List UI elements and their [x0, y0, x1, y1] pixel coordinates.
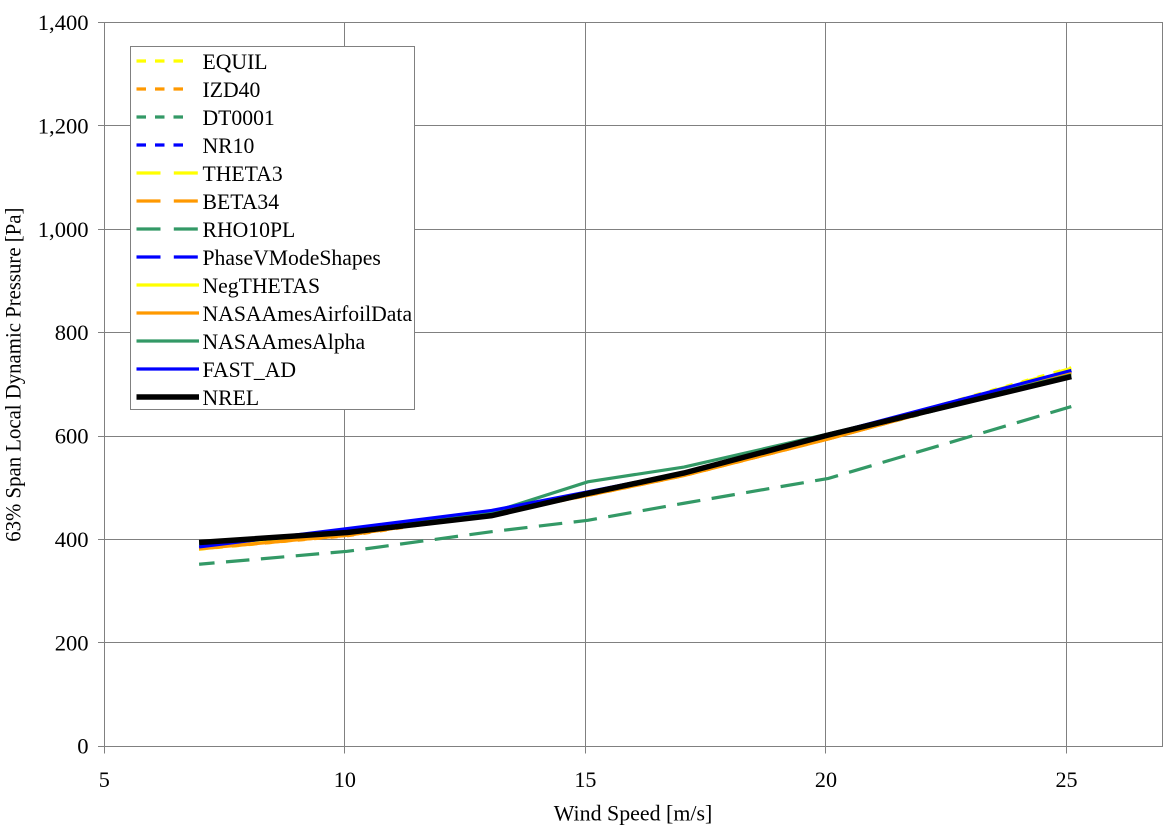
svg-text:15: 15	[574, 767, 596, 792]
svg-text:5: 5	[99, 767, 110, 792]
svg-text:1,000: 1,000	[38, 217, 89, 242]
svg-text:FAST_AD: FAST_AD	[203, 357, 297, 383]
svg-text:20: 20	[815, 767, 837, 792]
svg-text:PhaseVModeShapes: PhaseVModeShapes	[203, 245, 381, 271]
svg-text:IZD40: IZD40	[203, 77, 261, 103]
svg-text:600: 600	[55, 424, 89, 449]
svg-text:400: 400	[55, 527, 89, 552]
svg-text:NegTHETAS: NegTHETAS	[203, 273, 321, 299]
svg-text:Wind Speed [m/s]: Wind Speed [m/s]	[554, 800, 713, 825]
svg-text:0: 0	[77, 734, 88, 759]
svg-text:EQUIL: EQUIL	[203, 49, 268, 75]
svg-text:NREL: NREL	[203, 385, 260, 411]
svg-text:DT0001: DT0001	[203, 105, 275, 131]
svg-text:800: 800	[55, 320, 89, 345]
svg-text:THETA3: THETA3	[203, 161, 283, 187]
svg-text:200: 200	[55, 630, 89, 655]
svg-text:BETA34: BETA34	[203, 189, 280, 215]
svg-text:NASAAmesAirfoilData: NASAAmesAirfoilData	[203, 301, 413, 327]
svg-text:1,200: 1,200	[38, 113, 89, 138]
svg-text:63% Span Local Dynamic Pressur: 63% Span Local Dynamic Pressure [Pa]	[1, 208, 26, 542]
svg-text:25: 25	[1055, 767, 1077, 792]
svg-text:10: 10	[334, 767, 356, 792]
svg-text:NR10: NR10	[203, 133, 255, 159]
svg-text:1,400: 1,400	[38, 10, 89, 35]
svg-text:RHO10PL: RHO10PL	[203, 217, 296, 243]
svg-text:NASAAmesAlpha: NASAAmesAlpha	[203, 329, 366, 355]
